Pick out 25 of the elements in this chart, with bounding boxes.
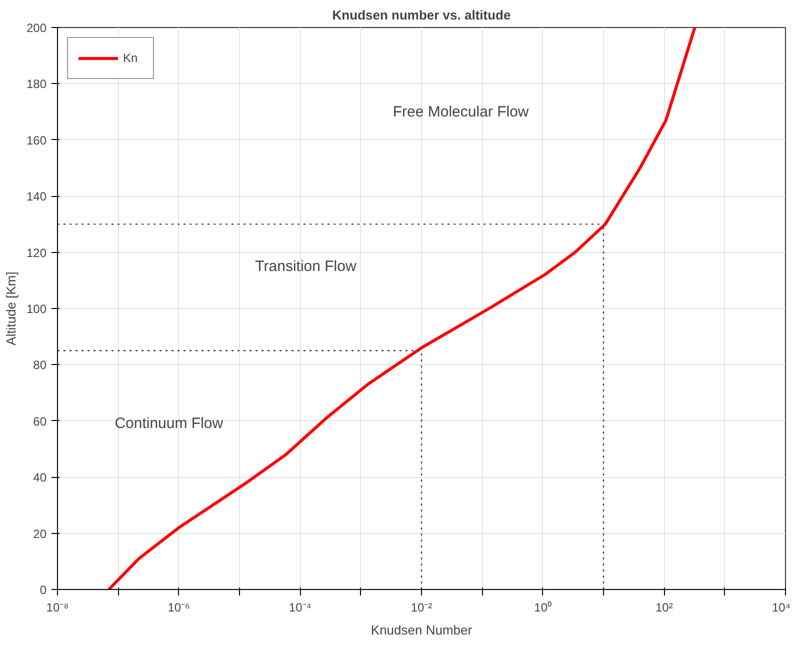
annotation: Free Molecular Flow xyxy=(392,103,529,120)
y-tick-label: 20 xyxy=(33,526,47,541)
y-tick-label: 40 xyxy=(33,470,47,485)
y-tick-label: 120 xyxy=(26,246,47,260)
y-axis-title: Altitude [Km] xyxy=(3,272,18,346)
x-tick-label: 10⁰ xyxy=(534,600,552,614)
x-tick-label: 10⁻⁶ xyxy=(168,600,190,614)
y-tick-label: 140 xyxy=(26,190,47,204)
x-axis-title: Knudsen Number xyxy=(370,622,473,638)
x-tick-label: 10⁻⁸ xyxy=(46,600,69,614)
x-tick-label: 10⁴ xyxy=(772,600,791,614)
y-tick-label: 60 xyxy=(33,414,47,428)
legend-label: Kn xyxy=(123,51,139,65)
y-tick-label: 200 xyxy=(26,21,47,35)
annotation: Transition Flow xyxy=(255,258,356,275)
y-tick-label: 180 xyxy=(26,77,47,92)
y-tick-label: 80 xyxy=(33,358,47,372)
y-tick-label: 100 xyxy=(26,302,47,316)
annotation: Continuum Flow xyxy=(114,415,224,432)
x-tick-label: 10⁻² xyxy=(410,600,432,614)
x-tick-label: 10⁻⁴ xyxy=(288,600,312,614)
y-tick-label: 160 xyxy=(26,133,47,148)
y-tick-label: 0 xyxy=(40,583,47,597)
chart-title: Knudsen number vs. altitude xyxy=(332,8,511,22)
x-tick-label: 10² xyxy=(655,600,673,614)
